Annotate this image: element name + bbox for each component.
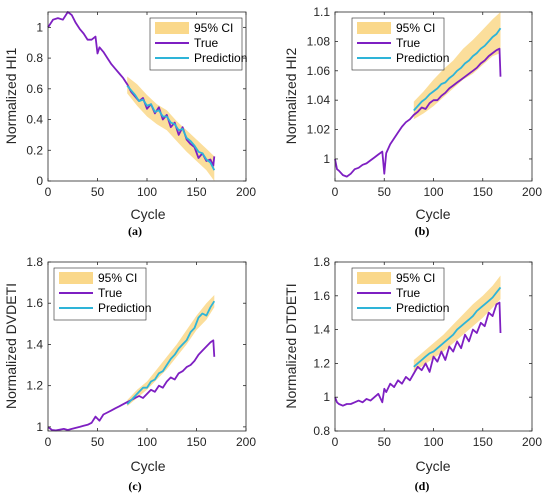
- legend-entry-label: 95% CI: [194, 21, 233, 35]
- legend-entry-label: True: [396, 36, 421, 50]
- y-tick-label: 1.06: [307, 64, 331, 78]
- x-tick-label: 200: [522, 435, 542, 449]
- x-tick-label: 0: [45, 435, 52, 449]
- ci-band: [127, 295, 215, 407]
- legend-entry-label: True: [396, 286, 421, 300]
- x-tick-label: 0: [332, 185, 339, 199]
- x-axis-label: Cycle: [415, 206, 450, 222]
- x-tick-label: 100: [137, 185, 157, 199]
- x-tick-label: 100: [423, 185, 443, 199]
- x-tick-label: 50: [378, 435, 392, 449]
- y-tick-label: 1.2: [26, 379, 43, 393]
- legend-entry-label: 95% CI: [98, 271, 137, 285]
- true-series-line: [47, 11, 216, 167]
- legend-swatch-ci: [357, 272, 391, 284]
- legend-swatch-ci: [357, 22, 391, 34]
- y-tick-label: 1.1: [313, 5, 330, 19]
- x-axis-label: Cycle: [130, 206, 165, 222]
- x-tick-label: 50: [91, 185, 105, 199]
- chart-panel-1: 0 50 100 150 200 0 0.2 0.4 0.6 0.8 1 Cycle Normalize…: [3, 11, 256, 238]
- x-tick-label: 150: [186, 435, 206, 449]
- y-axis-label: Normalized DTDETI: [283, 283, 299, 408]
- y-tick-label: 1: [36, 420, 43, 434]
- legend-entry-label: Prediction: [194, 51, 247, 65]
- legend-entry-label: Prediction: [98, 301, 151, 315]
- x-tick-label: 200: [236, 185, 256, 199]
- prediction-series-line: [126, 300, 216, 405]
- y-tick-label: 1.08: [307, 34, 331, 48]
- x-tick-label: 0: [332, 435, 339, 449]
- x-tick-label: 200: [522, 185, 542, 199]
- y-tick-label: 1.6: [313, 289, 330, 303]
- ci-band: [413, 12, 501, 120]
- x-axis-label: Cycle: [415, 458, 450, 474]
- y-tick-label: 1: [323, 152, 330, 166]
- y-tick-label: 1.6: [26, 296, 43, 310]
- x-tick-label: 200: [236, 435, 256, 449]
- x-tick-label: 150: [473, 185, 493, 199]
- chart-panel-3: 0 50 100 150 200 1 1.2 1.4 1.6 1.8 Cycle Normalized…: [3, 255, 256, 493]
- y-tick-label: 1.8: [313, 255, 330, 269]
- true-series-line: [334, 47, 502, 178]
- prediction-series-line: [126, 85, 216, 171]
- y-axis-label: Normalized DVDETI: [3, 283, 19, 409]
- y-tick-label: 1.8: [26, 255, 43, 269]
- y-tick-label: 0.4: [26, 113, 43, 127]
- legend-entry-label: 95% CI: [396, 271, 435, 285]
- ci-band: [127, 76, 215, 181]
- y-tick-label: 1: [323, 390, 330, 404]
- y-tick-label: 1.04: [307, 93, 331, 107]
- y-tick-label: 0: [36, 174, 43, 188]
- prediction-series-line: [413, 27, 502, 112]
- y-tick-label: 0.2: [26, 143, 43, 157]
- true-series-line: [334, 301, 502, 407]
- legend-entry-label: Prediction: [396, 51, 449, 65]
- panel-label: (c): [128, 479, 141, 493]
- legend-entry-label: True: [194, 36, 219, 50]
- panel-label: (a): [128, 224, 142, 238]
- x-tick-label: 100: [423, 435, 443, 449]
- y-tick-label: 0.8: [313, 424, 330, 438]
- y-tick-label: 0.6: [26, 82, 43, 96]
- chart-panel-4: 0 50 100 150 200 0.8 1 1.2 1.4 1.6 1.8 Cycle Normali…: [283, 255, 542, 493]
- y-tick-label: 1.02: [307, 123, 331, 137]
- x-tick-label: 100: [137, 435, 157, 449]
- y-tick-label: 1: [36, 20, 43, 34]
- prediction-series-line: [413, 286, 502, 368]
- x-tick-label: 150: [473, 435, 493, 449]
- panel-label: (b): [415, 224, 430, 238]
- x-tick-label: 0: [45, 185, 52, 199]
- legend-swatch-ci: [155, 22, 189, 34]
- y-tick-label: 0.8: [26, 51, 43, 65]
- y-tick-label: 1.2: [313, 356, 330, 370]
- y-axis-label: Normalized HI2: [283, 48, 299, 145]
- x-tick-label: 50: [378, 185, 392, 199]
- y-axis-label: Normalized HI1: [3, 48, 19, 145]
- legend-swatch-ci: [59, 272, 93, 284]
- legend-entry-label: True: [98, 286, 123, 300]
- legend-entry-label: Prediction: [396, 301, 449, 315]
- panel-label: (d): [415, 479, 430, 493]
- x-tick-label: 150: [186, 185, 206, 199]
- y-tick-label: 1.4: [26, 337, 43, 351]
- y-tick-label: 1.4: [313, 323, 330, 337]
- x-tick-label: 50: [91, 435, 105, 449]
- ci-band: [413, 275, 501, 372]
- chart-panel-2: 0 50 100 150 200 1 1.02 1.04 1.06 1.08 1.1 Cycle Nor…: [283, 5, 542, 238]
- x-axis-label: Cycle: [130, 458, 165, 474]
- legend-entry-label: 95% CI: [396, 21, 435, 35]
